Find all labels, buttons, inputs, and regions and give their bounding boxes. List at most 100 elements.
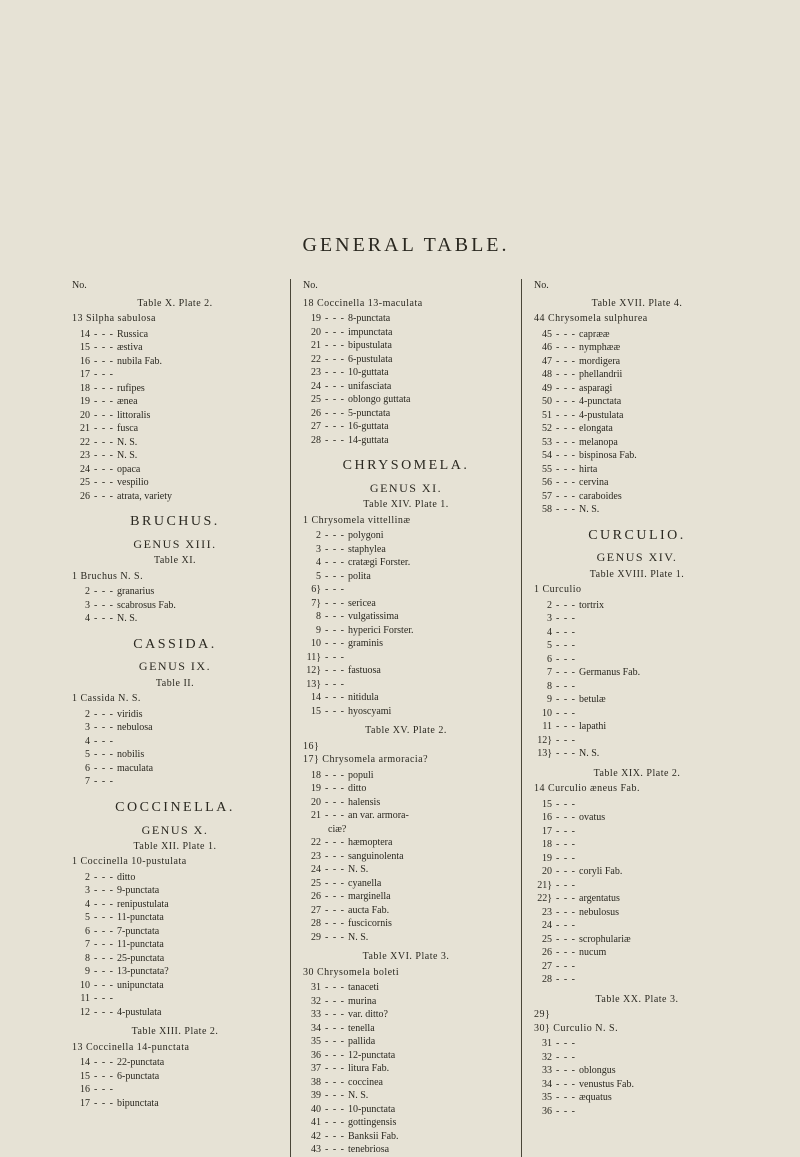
entry-species: atrata, variety [117, 490, 172, 504]
coccinella-genus: GENUS X. [72, 822, 278, 838]
entry-dashes: - - - [325, 556, 348, 570]
entry-species: 10-guttata [348, 366, 389, 380]
entry-species: vulgatissima [348, 610, 399, 624]
entry-number: 40 [303, 1103, 325, 1117]
entry-dashes: - - - [325, 353, 348, 367]
entry-number: 43 [303, 1143, 325, 1157]
entry-number: 41 [303, 1116, 325, 1130]
entry-dashes: - - - [325, 610, 348, 624]
entry-number: 38 [303, 1076, 325, 1090]
entry-species: fuscicornis [348, 917, 392, 931]
entry-dashes: - - - [556, 693, 579, 707]
entry-species: 8-punctata [348, 312, 390, 326]
entry-row: 7- - - Germanus Fab. [534, 666, 740, 680]
entry-row: 37- - - litura Fab. [303, 1062, 509, 1076]
entry-dashes: - - - [325, 637, 348, 651]
entry-row: 20- - - coryli Fab. [534, 865, 740, 879]
entry-species: 14-guttata [348, 434, 389, 448]
entry-number: 27 [534, 960, 556, 974]
cocc3-head: 18 Coccinella 13-maculata [303, 297, 509, 311]
entry-species: hyperici Forster. [348, 624, 414, 638]
entry-row: 18- - - populi [303, 769, 509, 783]
entry-dashes: - - - [556, 865, 579, 879]
entry-row: 27- - - [534, 960, 740, 974]
entry-row: 46- - - nymphææ [534, 341, 740, 355]
entry-number: 25 [72, 476, 94, 490]
entry-row: 26- - - 5-punctata [303, 407, 509, 421]
column-3: No. Table XVII. Plate 4. 44 Chrysomela s… [522, 279, 752, 1157]
entry-species: populi [348, 769, 374, 783]
entry-dashes: - - - [325, 1130, 348, 1144]
entry-dashes: - - - [94, 395, 117, 409]
entry-species: cervina [579, 476, 608, 490]
entry-dashes: - - - [325, 664, 348, 678]
entry-dashes: - - - [94, 925, 117, 939]
entry-dashes: - - - [94, 1097, 117, 1111]
entry-number: 14 [303, 691, 325, 705]
entry-row: 16- - - [72, 1083, 278, 1097]
entry-row: 15- - - 6-punctata [72, 1070, 278, 1084]
entry-row: 35- - - æquatus [534, 1091, 740, 1105]
entry-species: tenebriosa [348, 1143, 389, 1157]
entry-row: 15- - - hyoscyami [303, 705, 509, 719]
entry-number: 4 [72, 735, 94, 749]
entry-number: 5 [534, 639, 556, 653]
entry-number: 51 [534, 409, 556, 423]
entry-dashes: - - - [556, 653, 579, 667]
entry-number: 7 [534, 666, 556, 680]
entry-row: 49- - - asparagi [534, 382, 740, 396]
entry-species: 4-pustulata [117, 1006, 161, 1020]
entry-row: 11- - - lapathi [534, 720, 740, 734]
chry1-list: 2- - - polygoni3- - - staphylea4- - - cr… [303, 529, 509, 718]
entry-number: 19 [72, 395, 94, 409]
entry-row: 13}- - - N. S. [534, 747, 740, 761]
entry-dashes: - - - [556, 852, 579, 866]
entry-number: 8 [303, 610, 325, 624]
bruchus-list: 2- - - granarius3- - - scabrosus Fab.4- … [72, 585, 278, 626]
entry-species: ovatus [579, 811, 605, 825]
entry-species: impunctata [348, 326, 392, 340]
entry-dashes: - - - [556, 906, 579, 920]
curc3-list: 31- - - 32- - - 33- - - oblongus34- - - … [534, 1037, 740, 1118]
entry-number: 11 [534, 720, 556, 734]
entry-number: 6 [72, 762, 94, 776]
entry-row: 21}- - - [534, 879, 740, 893]
entry-row: 9- - - hyperici Forster. [303, 624, 509, 638]
entry-row: 5- - - polita [303, 570, 509, 584]
entry-number: 25 [303, 393, 325, 407]
entry-row: 28- - - fuscicornis [303, 917, 509, 931]
entry-number: 9 [534, 693, 556, 707]
entry-species: nobilis [117, 748, 144, 762]
entry-dashes: - - - [325, 995, 348, 1009]
entry-row: 20- - - halensis [303, 796, 509, 810]
entry-species: murina [348, 995, 376, 1009]
entry-row: 36- - - [534, 1105, 740, 1119]
entry-species: caprææ [579, 328, 610, 342]
entry-number: 20 [303, 796, 325, 810]
chry3-list: 31- - - tanaceti32- - - murina33- - - va… [303, 981, 509, 1157]
entry-species: nucum [579, 946, 606, 960]
entry-number: 49 [534, 382, 556, 396]
entry-dashes: - - - [325, 583, 348, 597]
entry-species: litura Fab. [348, 1062, 389, 1076]
main-title: GENERAL TABLE. [60, 234, 752, 257]
cocc2-head: 13 Coccinella 14-punctata [72, 1041, 278, 1055]
entry-number: 12} [534, 734, 556, 748]
entry-number: 9 [72, 965, 94, 979]
entry-number: 53 [534, 436, 556, 450]
entry-species: æquatus [579, 1091, 612, 1105]
entry-number: 21} [534, 879, 556, 893]
entry-dashes: - - - [94, 382, 117, 396]
entry-number: 33 [303, 1008, 325, 1022]
entry-row: 19- - - ditto [303, 782, 509, 796]
entry-row: 32- - - murina [303, 995, 509, 1009]
entry-dashes: - - - [556, 599, 579, 613]
entry-number: 26 [303, 890, 325, 904]
entry-dashes: - - - [94, 735, 117, 749]
entry-dashes: - - - [325, 890, 348, 904]
entry-row: 24- - - [534, 919, 740, 933]
entry-species: 22-punctata [117, 1056, 164, 1070]
entry-dashes: - - - [556, 825, 579, 839]
entry-number: 13} [534, 747, 556, 761]
entry-dashes: - - - [556, 707, 579, 721]
